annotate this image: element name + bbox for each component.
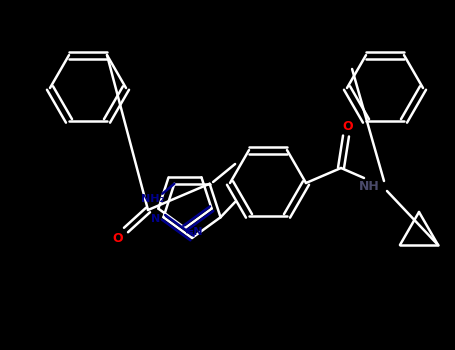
Text: =N: =N: [185, 227, 203, 237]
Text: NH: NH: [359, 180, 379, 193]
Text: O: O: [343, 119, 354, 133]
Text: N: N: [151, 214, 160, 224]
Text: NH₂: NH₂: [141, 194, 164, 204]
Text: O: O: [113, 231, 123, 245]
